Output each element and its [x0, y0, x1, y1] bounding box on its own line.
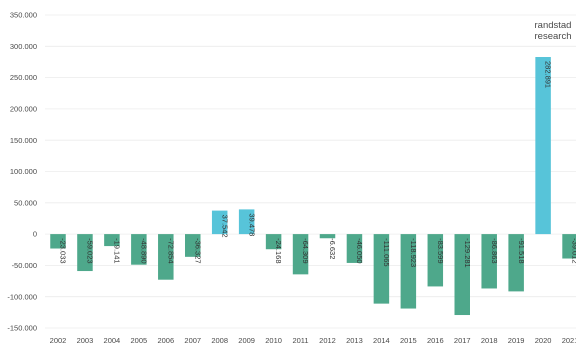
- x-tick-label: 2009: [238, 336, 255, 345]
- bar-2017: [454, 234, 470, 316]
- bar-2013: [346, 234, 363, 263]
- y-tick-label: 50.000: [14, 198, 37, 207]
- bar-2014: [373, 234, 390, 304]
- data-label-2009: 39.478: [247, 213, 256, 236]
- bar-2005: [131, 234, 147, 265]
- data-label-2012: -6.632: [328, 238, 337, 259]
- brand-line2: research: [535, 31, 572, 42]
- y-tick-label: 350.000: [10, 11, 37, 20]
- x-tick-label: 2013: [346, 336, 363, 345]
- bar-2010: [265, 234, 282, 250]
- data-label-2020: 282.891: [544, 61, 553, 88]
- data-label-2004: -19.141: [113, 238, 122, 263]
- data-label-2002: -23.033: [59, 238, 68, 263]
- bar-2002: [50, 234, 66, 249]
- data-label-2010: -24.168: [274, 238, 283, 263]
- data-labels: -23.033 -59.023 -19.141 -48.890 -72.854 -36.3…: [59, 61, 576, 268]
- brand-line1: randstad: [535, 20, 572, 31]
- y-tick-label: -100.000: [7, 292, 37, 301]
- x-tick-label: 2007: [184, 336, 201, 345]
- y-tick-label: -50.000: [12, 261, 37, 270]
- bar-2006: [158, 234, 174, 280]
- bar-2007: [185, 234, 201, 257]
- data-label-2006: -72.854: [166, 238, 175, 263]
- x-tick-label: 2021: [562, 336, 576, 345]
- brand-logo: randstad research: [535, 20, 572, 42]
- bars: [50, 57, 576, 316]
- x-tick-label: 2015: [400, 336, 417, 345]
- data-label-2016: -83.599: [436, 238, 445, 263]
- x-tick-label: 2006: [157, 336, 174, 345]
- x-tick-label: 2020: [535, 336, 552, 345]
- data-label-2011: -64.309: [301, 238, 310, 263]
- y-tick-label: 300.000: [10, 42, 37, 51]
- x-tick-label: 2008: [211, 336, 228, 345]
- x-tick-label: 2012: [319, 336, 336, 345]
- bar-2009: [238, 209, 255, 235]
- bar-2019: [508, 234, 524, 292]
- y-tick-label: 200.000: [10, 105, 37, 114]
- bar-2011: [292, 234, 309, 275]
- y-tick-label: 250.000: [10, 73, 37, 82]
- grid-lines: [45, 14, 576, 329]
- data-label-2005: -48.890: [139, 238, 148, 263]
- x-tick-label: 2003: [77, 336, 94, 345]
- x-tick-label: 2016: [427, 336, 444, 345]
- data-label-2015: -118.923: [409, 238, 418, 267]
- y-tick-label: 150.000: [10, 136, 37, 145]
- bar-2004: [104, 234, 120, 247]
- bar-2021: [562, 234, 576, 259]
- bar-2016: [427, 234, 444, 287]
- x-tick-label: 2018: [481, 336, 498, 345]
- data-label-2018: -86.863: [490, 238, 499, 263]
- x-tick-label: 2010: [265, 336, 282, 345]
- data-label-2017: -129.281: [463, 238, 472, 268]
- data-label-2021: -39.012: [571, 238, 576, 263]
- x-tick-label: 2011: [292, 336, 308, 345]
- data-label-2013: -46.050: [355, 238, 364, 263]
- x-axis-ticks: 2002 2003 2004 2005 2006 2007 2008 2009 2010 2011…: [50, 336, 576, 345]
- data-label-2008: 37.542: [220, 215, 229, 238]
- x-tick-label: 2002: [50, 336, 67, 345]
- x-tick-label: 2005: [131, 336, 148, 345]
- x-tick-label: 2014: [373, 336, 390, 345]
- bar-2012: [319, 234, 336, 239]
- data-label-2003: -59.023: [86, 238, 95, 263]
- y-tick-label: -150.000: [7, 324, 37, 333]
- bar-2018: [481, 234, 497, 289]
- y-tick-label: 0: [33, 230, 37, 239]
- x-tick-label: 2004: [104, 336, 121, 345]
- bar-2003: [77, 234, 93, 272]
- bar-2020: [535, 57, 551, 235]
- data-label-2007: -36.327: [193, 238, 202, 263]
- bar-2015: [400, 234, 417, 309]
- x-tick-label: 2017: [454, 336, 471, 345]
- y-axis-ticks: 350.000 300.000 250.000 200.000 150.000 100.0…: [7, 11, 37, 333]
- bar-2008: [211, 210, 228, 235]
- x-tick-label: 2019: [508, 336, 525, 345]
- y-tick-label: 100.000: [10, 167, 37, 176]
- data-label-2019: -91.518: [517, 238, 526, 263]
- data-label-2014: -111.065: [382, 238, 391, 267]
